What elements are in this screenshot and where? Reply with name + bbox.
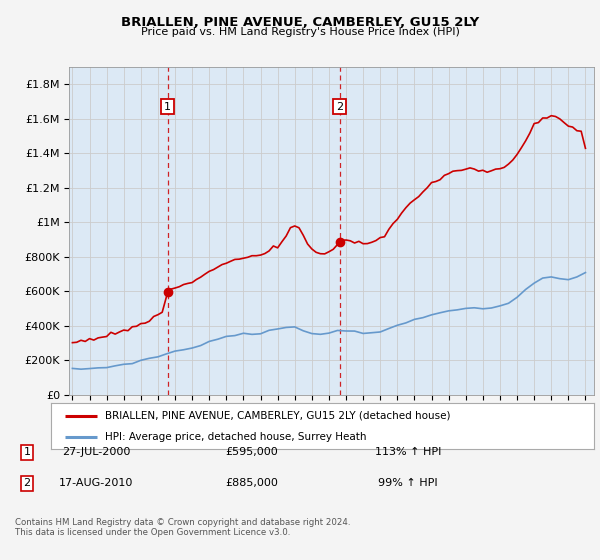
Text: 2: 2 — [336, 101, 343, 111]
Text: 1: 1 — [23, 447, 31, 458]
Text: BRIALLEN, PINE AVENUE, CAMBERLEY, GU15 2LY: BRIALLEN, PINE AVENUE, CAMBERLEY, GU15 2… — [121, 16, 479, 29]
Text: 99% ↑ HPI: 99% ↑ HPI — [378, 478, 438, 488]
Text: Contains HM Land Registry data © Crown copyright and database right 2024.
This d: Contains HM Land Registry data © Crown c… — [15, 518, 350, 538]
Text: 1: 1 — [164, 101, 171, 111]
Text: Price paid vs. HM Land Registry's House Price Index (HPI): Price paid vs. HM Land Registry's House … — [140, 27, 460, 37]
Text: £595,000: £595,000 — [226, 447, 278, 458]
Text: 2: 2 — [23, 478, 31, 488]
Text: BRIALLEN, PINE AVENUE, CAMBERLEY, GU15 2LY (detached house): BRIALLEN, PINE AVENUE, CAMBERLEY, GU15 2… — [106, 410, 451, 421]
Text: HPI: Average price, detached house, Surrey Heath: HPI: Average price, detached house, Surr… — [106, 432, 367, 442]
Text: 17-AUG-2010: 17-AUG-2010 — [59, 478, 133, 488]
Text: 27-JUL-2000: 27-JUL-2000 — [62, 447, 130, 458]
Text: £885,000: £885,000 — [226, 478, 278, 488]
Text: 113% ↑ HPI: 113% ↑ HPI — [375, 447, 441, 458]
